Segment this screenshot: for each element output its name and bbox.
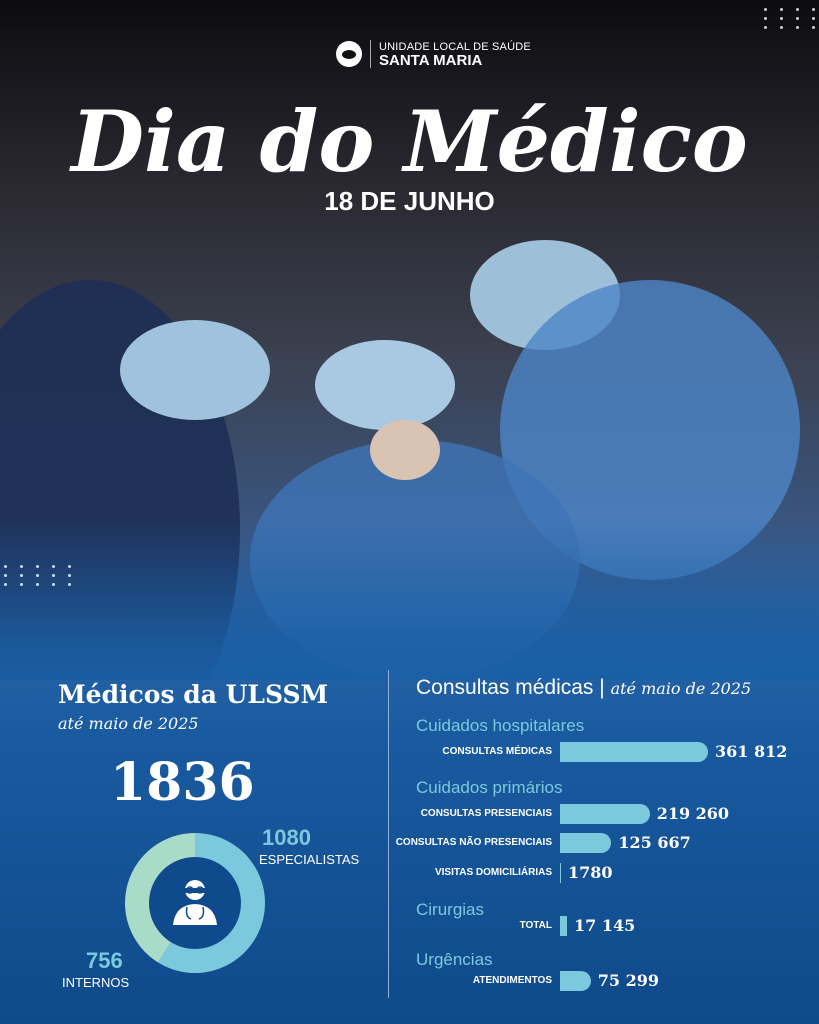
interns-value: 756: [86, 948, 123, 973]
doctors-total: 1836: [110, 752, 255, 813]
section-title: Cirurgias: [416, 900, 485, 919]
doctors-title: Médicos da ULSSM: [58, 680, 329, 709]
section-title: Cuidados primários: [416, 778, 563, 797]
consultations-subtitle: até maio de 2025: [610, 679, 752, 698]
bar-value: 17 145: [574, 916, 636, 935]
bar-label: CONSULTAS NÃO PRESENCIAIS: [395, 837, 552, 848]
doctors-donut-chart: [125, 833, 265, 973]
divider: [388, 670, 389, 998]
bar-label: ATENDIMENTOS: [472, 975, 552, 986]
consultations-title: Consultas médicas | até maio de 2025: [416, 676, 751, 700]
section-title: Urgências: [416, 950, 493, 969]
org-line1: UNIDADE LOCAL DE SAÚDE: [379, 40, 531, 53]
page-title: Dia do Médico: [71, 92, 748, 191]
decorative-dots-left: [4, 565, 78, 586]
bar: [560, 833, 612, 853]
section-title: Cuidados hospitalares: [416, 716, 585, 735]
bar: [560, 971, 591, 991]
surgery-photo: [0, 240, 819, 680]
bar: [560, 916, 567, 936]
organization-logo: UNIDADE LOCAL DE SAÚDE SANTA MARIA: [336, 40, 531, 68]
bar-value: 125 667: [618, 833, 691, 852]
bar-label: CONSULTAS MÉDICAS: [442, 746, 552, 757]
org-line2: SANTA MARIA: [379, 51, 483, 69]
bar: [560, 804, 650, 824]
doctor-icon: [173, 880, 217, 925]
bar-label: CONSULTAS PRESENCIAIS: [420, 808, 552, 819]
bar: [560, 863, 561, 883]
decorative-dots-top: [764, 8, 819, 29]
event-date: 18 DE JUNHO: [324, 186, 495, 216]
bar-value: 361 812: [715, 742, 788, 761]
specialists-value: 1080: [262, 825, 311, 850]
doctors-subtitle: até maio de 2025: [58, 714, 199, 733]
bar-label: TOTAL: [519, 920, 552, 931]
bar-value: 75 299: [597, 971, 660, 990]
title-separator: |: [599, 676, 605, 699]
bar-value: 219 260: [656, 804, 730, 823]
consultations-title-text: Consultas médicas: [416, 676, 594, 699]
specialists-label: ESPECIALISTAS: [259, 852, 360, 867]
bar-value: 1780: [568, 863, 613, 882]
interns-label: INTERNOS: [62, 975, 130, 990]
bar: [560, 742, 708, 762]
logo-icon: [336, 41, 362, 67]
bar-label: VISITAS DOMICILIÁRIAS: [434, 867, 552, 878]
